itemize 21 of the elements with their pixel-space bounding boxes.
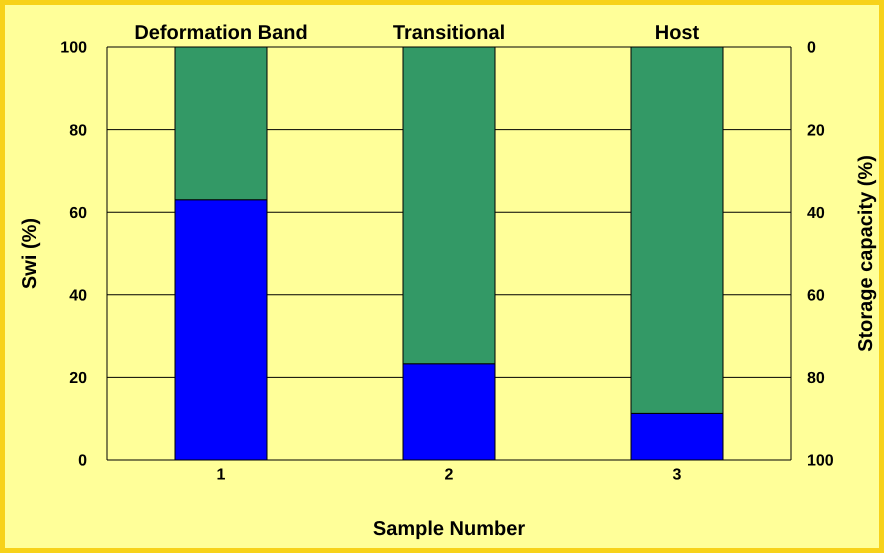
y2-axis-title: Storage capacity (%): [855, 155, 878, 352]
y2-tick-label: 100: [807, 452, 834, 470]
y-tick-label: 0: [78, 452, 88, 470]
annotation: Transitional: [392, 22, 506, 44]
y-axis-title: Swi (%): [19, 218, 42, 290]
y2-tick-label: 20: [807, 122, 825, 140]
y-tick-label: 20: [69, 370, 88, 388]
annotation: Deformation Band: [134, 22, 308, 44]
annotation: Host: [654, 22, 700, 44]
x-axis-title: Sample Number: [372, 518, 526, 540]
x-tick-label: 2: [444, 466, 454, 484]
y-tick-label: 40: [69, 287, 88, 304]
y2-tick-label: 0: [807, 40, 816, 57]
y-tick-label: 100: [60, 40, 88, 57]
y2-tick-label: 80: [807, 370, 825, 388]
y2-tick-label: 60: [807, 287, 825, 304]
y-tick-label: 60: [69, 204, 88, 222]
y-tick-label: 80: [69, 122, 88, 140]
x-tick-label: 3: [672, 466, 682, 484]
x-tick-label: 1: [216, 466, 226, 484]
y2-tick-label: 40: [807, 204, 825, 222]
